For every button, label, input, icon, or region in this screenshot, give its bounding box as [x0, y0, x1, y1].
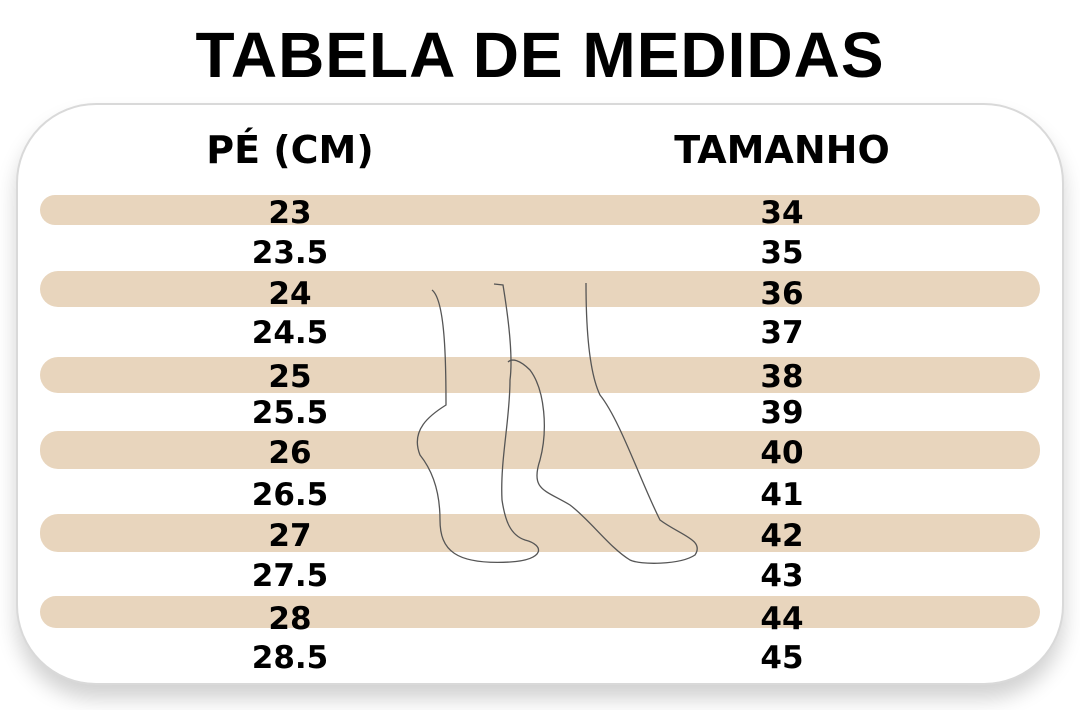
- header-foot-cm: PÉ (CM): [206, 128, 374, 172]
- foot-cm-cell: 27: [268, 518, 312, 554]
- foot-cm-cell: 26: [268, 435, 312, 471]
- size-cell: 39: [760, 395, 804, 431]
- size-cell: 41: [760, 477, 804, 513]
- foot-cm-cell: 25.5: [251, 395, 329, 431]
- row-band: [40, 357, 1040, 393]
- size-cell: 43: [760, 558, 804, 594]
- size-cell: 44: [760, 601, 804, 637]
- foot-cm-cell: 28: [268, 601, 312, 637]
- size-cell: 45: [760, 640, 804, 676]
- row-band: [40, 514, 1040, 552]
- size-cell: 40: [760, 435, 804, 471]
- size-cell: 38: [760, 359, 804, 395]
- foot-cm-cell: 23.5: [251, 235, 329, 271]
- page-title: TABELA DE MEDIDAS: [195, 19, 885, 91]
- size-cell: 37: [760, 315, 804, 351]
- row-band: [40, 271, 1040, 307]
- size-cell: 35: [760, 235, 804, 271]
- size-cell: 36: [760, 276, 804, 312]
- foot-cm-cell: 23: [268, 195, 312, 231]
- row-band: [40, 195, 1040, 225]
- foot-cm-cell: 24.5: [251, 315, 329, 351]
- foot-cm-cell: 26.5: [251, 477, 329, 513]
- foot-cm-cell: 24: [268, 276, 312, 312]
- foot-cm-cell: 28.5: [251, 640, 329, 676]
- foot-cm-cell: 27.5: [251, 558, 329, 594]
- foot-cm-cell: 25: [268, 359, 312, 395]
- size-cell: 42: [760, 518, 804, 554]
- size-cell: 34: [760, 195, 804, 231]
- row-band: [40, 596, 1040, 628]
- row-band: [40, 431, 1040, 469]
- header-size: TAMANHO: [674, 128, 890, 172]
